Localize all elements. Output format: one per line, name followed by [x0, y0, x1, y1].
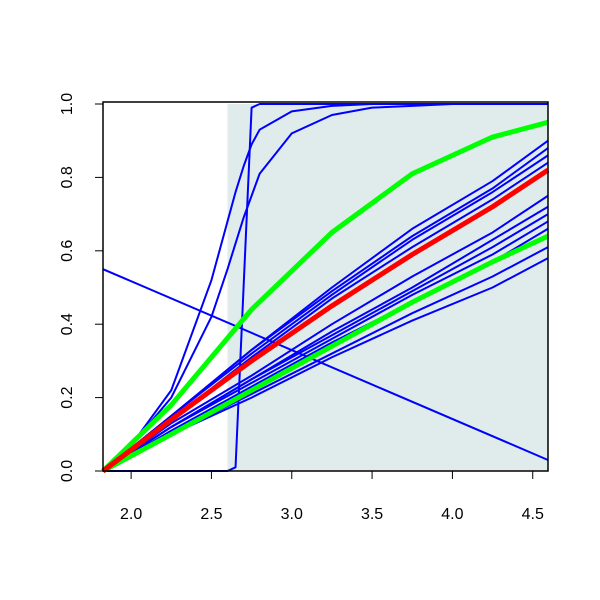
x-tick-label: 4.5 [522, 506, 544, 523]
y-tick-label: 0.6 [59, 240, 76, 262]
x-tick-label: 3.0 [281, 506, 303, 523]
y-tick-label: 0.0 [59, 460, 76, 482]
plot-box [102, 101, 549, 472]
curve [102, 103, 548, 472]
curve [101, 119, 549, 473]
x-tick-label: 2.0 [120, 506, 142, 523]
x-tick-label: 4.0 [441, 506, 463, 523]
curve [102, 268, 549, 461]
curve [102, 194, 549, 472]
curve [101, 167, 550, 473]
curve [102, 154, 549, 472]
y-tick-label: 1.0 [59, 93, 76, 115]
y-tick-label: 0.8 [59, 166, 76, 188]
curve [101, 233, 550, 474]
x-tick-label: 2.5 [200, 506, 222, 523]
y-tick-label: 0.2 [59, 386, 76, 408]
curve [102, 220, 549, 472]
y-tick-label: 0.4 [59, 313, 76, 335]
x-tick-label: 3.5 [361, 506, 383, 523]
curve [102, 103, 548, 472]
